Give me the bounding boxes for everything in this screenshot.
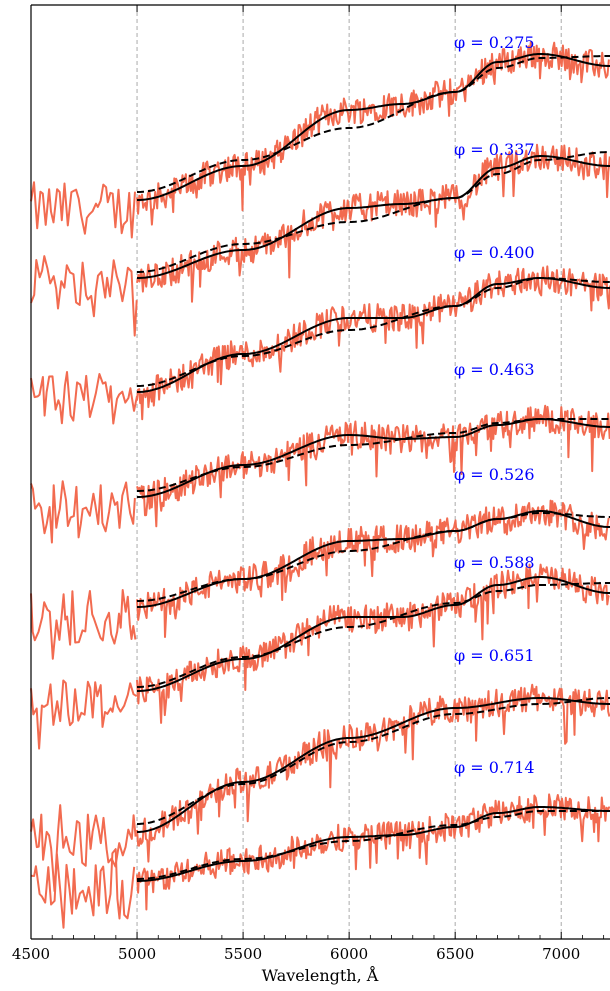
phase-label-6: φ = 0.588 (454, 553, 535, 572)
observed-spectrum-left-5 (30, 589, 137, 660)
phase-label-2: φ = 0.337 (454, 140, 535, 159)
model-solid-3 (137, 277, 610, 393)
observed-spectrum-left-1 (30, 181, 136, 239)
x-tick-label-6500: 6500 (436, 945, 474, 963)
model-dashed-1 (137, 55, 610, 193)
axes: 4500 5000 5500 6000 6500 7000 (12, 4, 610, 963)
phase-label-8: φ = 0.714 (454, 758, 535, 777)
x-tick-label-7000: 7000 (542, 945, 580, 963)
plot-background (31, 5, 610, 939)
phase-label-3: φ = 0.400 (454, 243, 535, 262)
model-solid-7 (137, 697, 610, 833)
phase-labels: φ = 0.275 φ = 0.337 φ = 0.400 φ = 0.463 φ = … (454, 33, 535, 777)
x-axis-label: Wavelength, Å (262, 965, 379, 985)
x-tick-label-6000: 6000 (330, 945, 368, 963)
observed-spectrum-1 (136, 41, 610, 226)
model-dashed-7 (137, 697, 610, 825)
phase-label-4: φ = 0.463 (454, 360, 535, 379)
model-solid-1 (137, 53, 610, 201)
phase-label-7: φ = 0.651 (454, 646, 535, 665)
observed-spectrum-6 (136, 563, 610, 724)
model-dashed-8 (137, 810, 610, 880)
x-tick-label-5000: 5000 (118, 945, 156, 963)
x-tick-label-5500: 5500 (224, 945, 262, 963)
model-curves (137, 53, 610, 882)
observed-spectrum-2 (136, 143, 610, 303)
observed-spectrum-7 (136, 683, 610, 863)
model-solid-8 (137, 806, 610, 882)
model-dashed-2 (137, 151, 610, 273)
model-solid-2 (137, 155, 610, 279)
phase-label-1: φ = 0.275 (454, 33, 535, 52)
model-solid-4 (137, 418, 610, 498)
observed-spectrum-left-2 (30, 255, 138, 337)
observed-spectrum-left-3 (30, 371, 138, 425)
observed-spectrum-3 (136, 265, 610, 421)
model-solid-6 (137, 576, 610, 692)
observed-spectrum-left-6 (30, 679, 138, 750)
phase-label-5: φ = 0.526 (454, 465, 535, 484)
observed-spectrum-left-8 (30, 848, 136, 929)
observed-spectrum-left-7 (30, 804, 137, 893)
model-dashed-6 (137, 582, 610, 688)
x-tick-label-4500: 4500 (12, 945, 50, 963)
observed-spectrum-left-4 (30, 480, 136, 544)
model-solid-5 (137, 510, 610, 608)
observed-spectrum-8 (136, 793, 610, 911)
